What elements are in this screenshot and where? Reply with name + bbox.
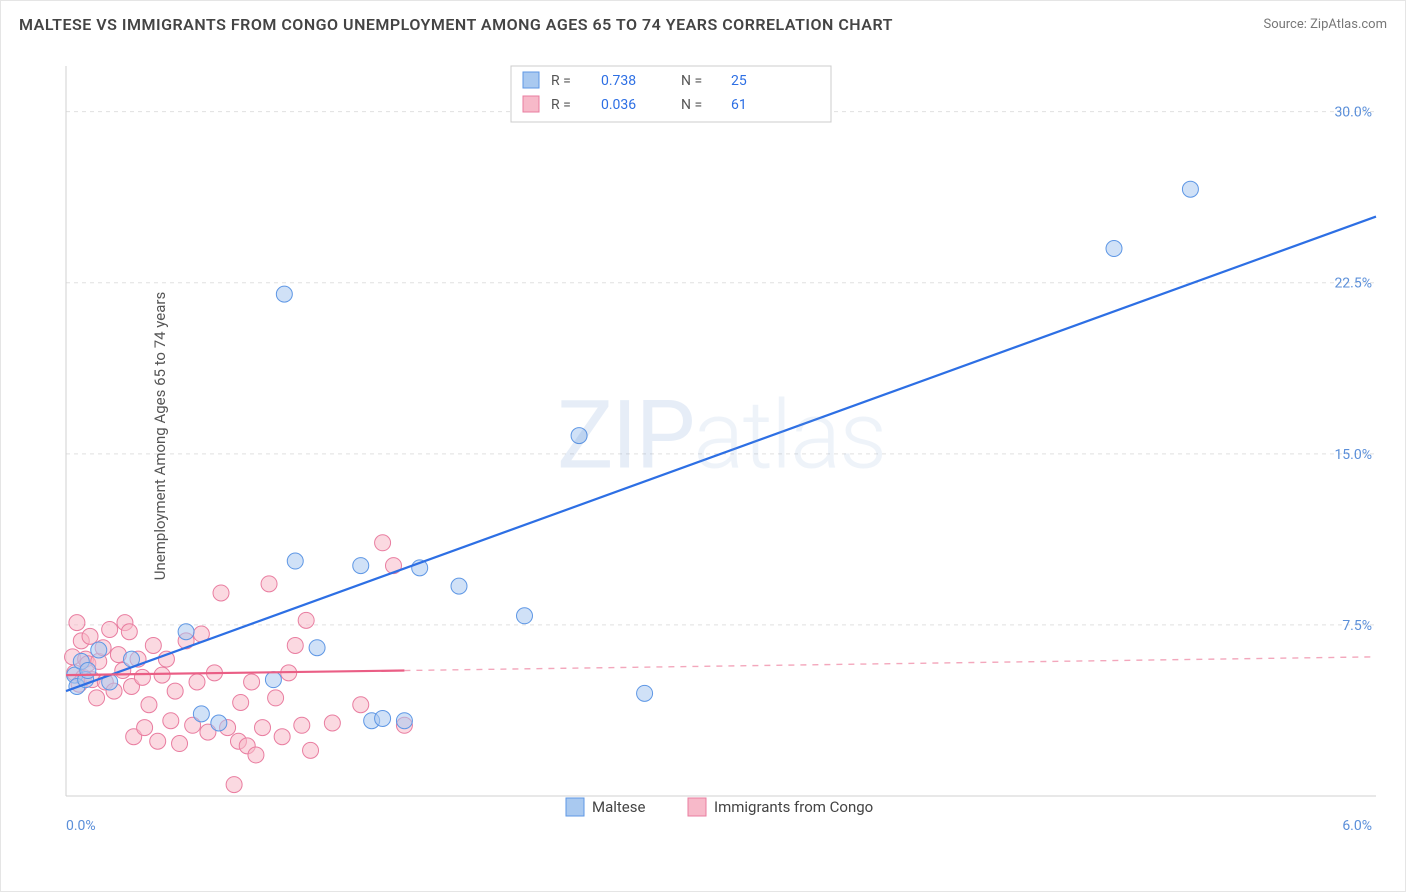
- title-bar: MALTESE VS IMMIGRANTS FROM CONGO UNEMPLO…: [19, 15, 1387, 34]
- plot-area: Unemployment Among Ages 65 to 74 years Z…: [56, 56, 1386, 816]
- legend-r-value: 0.738: [601, 73, 636, 89]
- data-point-maltese: [353, 558, 369, 574]
- data-point-maltese: [1106, 241, 1122, 257]
- regression-line-congo-extrapolated: [404, 657, 1376, 671]
- scatter-chart-svg: 7.5% 15.0% 22.5% 30.0% 0.0% 6.0% R = 0.738 N = 25…: [56, 56, 1386, 846]
- data-point-congo: [121, 624, 137, 640]
- data-point-maltese: [265, 672, 281, 688]
- data-point-congo: [268, 690, 284, 706]
- legend-r-label: R =: [551, 73, 571, 89]
- data-point-congo: [213, 585, 229, 601]
- legend-r-value: 0.036: [601, 97, 636, 113]
- data-point-congo: [89, 690, 105, 706]
- data-point-maltese: [276, 286, 292, 302]
- data-point-maltese: [309, 640, 325, 656]
- legend-n-value: 61: [731, 97, 747, 113]
- source-attribution: Source: ZipAtlas.com: [1263, 17, 1387, 32]
- data-point-maltese: [375, 710, 391, 726]
- data-point-maltese: [91, 642, 107, 658]
- y-tick-label: 30.0%: [1334, 105, 1372, 121]
- source-name: ZipAtlas.com: [1310, 17, 1387, 32]
- data-point-congo: [287, 637, 303, 653]
- data-point-maltese: [287, 553, 303, 569]
- data-point-congo: [248, 747, 264, 763]
- data-point-congo: [134, 669, 150, 685]
- data-point-maltese: [211, 715, 227, 731]
- data-point-congo: [303, 742, 319, 758]
- series-legend-label: Immigrants from Congo: [714, 798, 873, 816]
- legend-n-label: N =: [681, 73, 702, 89]
- data-point-maltese: [517, 608, 533, 624]
- legend-n-label: N =: [681, 97, 702, 113]
- data-point-congo: [244, 674, 260, 690]
- data-point-maltese: [193, 706, 209, 722]
- y-tick-label: 15.0%: [1334, 447, 1372, 463]
- data-point-congo: [163, 713, 179, 729]
- data-point-congo: [141, 697, 157, 713]
- series-legend-swatch: [688, 798, 706, 816]
- data-point-congo: [274, 729, 290, 745]
- y-tick-label: 7.5%: [1342, 618, 1372, 634]
- chart-page: MALTESE VS IMMIGRANTS FROM CONGO UNEMPLO…: [0, 0, 1406, 892]
- data-point-maltese: [1182, 181, 1198, 197]
- series-legend-label: Maltese: [592, 798, 646, 816]
- data-point-congo: [82, 628, 98, 644]
- data-point-congo: [145, 637, 161, 653]
- data-point-congo: [150, 733, 166, 749]
- legend-swatch: [523, 96, 539, 112]
- series-legend-swatch: [566, 798, 584, 816]
- chart-title: MALTESE VS IMMIGRANTS FROM CONGO UNEMPLO…: [19, 15, 893, 34]
- data-point-congo: [324, 715, 340, 731]
- data-point-congo: [226, 777, 242, 793]
- x-origin-label: 0.0%: [66, 818, 96, 834]
- data-point-maltese: [178, 624, 194, 640]
- data-point-congo: [167, 683, 183, 699]
- data-point-maltese: [396, 713, 412, 729]
- data-point-congo: [233, 694, 249, 710]
- data-point-congo: [261, 576, 277, 592]
- data-point-maltese: [637, 685, 653, 701]
- source-label: Source:: [1263, 17, 1310, 32]
- legend-swatch: [523, 72, 539, 88]
- data-point-congo: [189, 674, 205, 690]
- data-point-maltese: [571, 428, 587, 444]
- data-point-congo: [69, 615, 85, 631]
- data-point-congo: [154, 667, 170, 683]
- legend-r-label: R =: [551, 97, 571, 113]
- data-point-congo: [375, 535, 391, 551]
- data-point-congo: [137, 720, 153, 736]
- data-point-congo: [298, 612, 314, 628]
- data-point-congo: [102, 621, 118, 637]
- data-point-maltese: [451, 578, 467, 594]
- legend-n-value: 25: [731, 73, 747, 89]
- y-axis-label: Unemployment Among Ages 65 to 74 years: [151, 292, 169, 580]
- data-point-congo: [294, 717, 310, 733]
- data-point-maltese: [80, 663, 96, 679]
- x-end-label: 6.0%: [1342, 818, 1372, 834]
- y-tick-label: 22.5%: [1334, 276, 1372, 292]
- data-point-congo: [172, 736, 188, 752]
- data-point-congo: [353, 697, 369, 713]
- data-point-congo: [255, 720, 271, 736]
